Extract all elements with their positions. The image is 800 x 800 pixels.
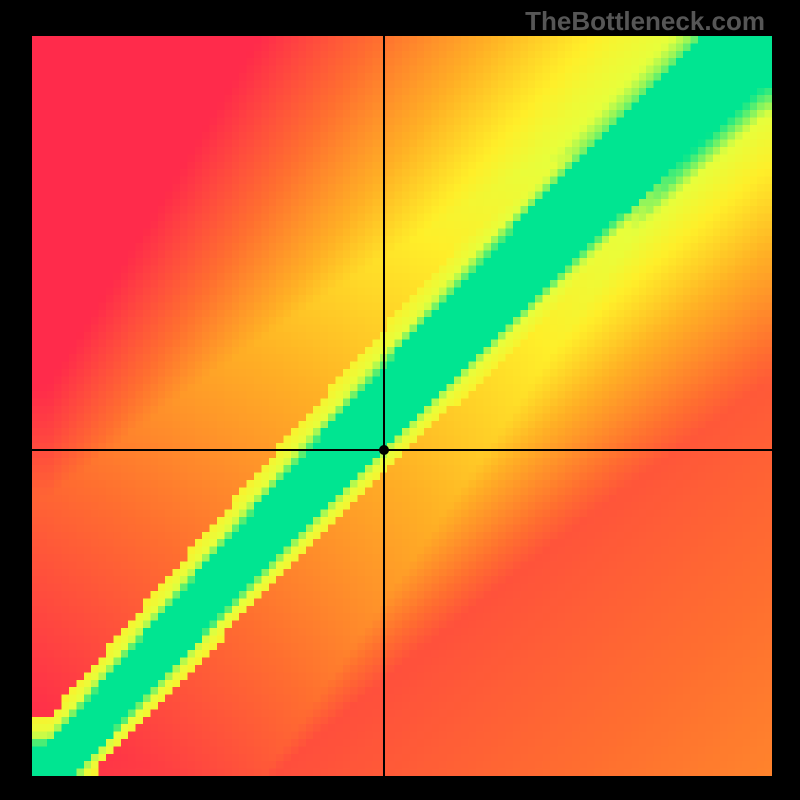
- crosshair-marker-dot: [379, 445, 389, 455]
- chart-container: TheBottleneck.com: [0, 0, 800, 800]
- watermark-text: TheBottleneck.com: [525, 6, 765, 37]
- crosshair-vertical: [383, 36, 385, 776]
- bottleneck-heatmap: [32, 36, 772, 776]
- crosshair-horizontal: [32, 449, 772, 451]
